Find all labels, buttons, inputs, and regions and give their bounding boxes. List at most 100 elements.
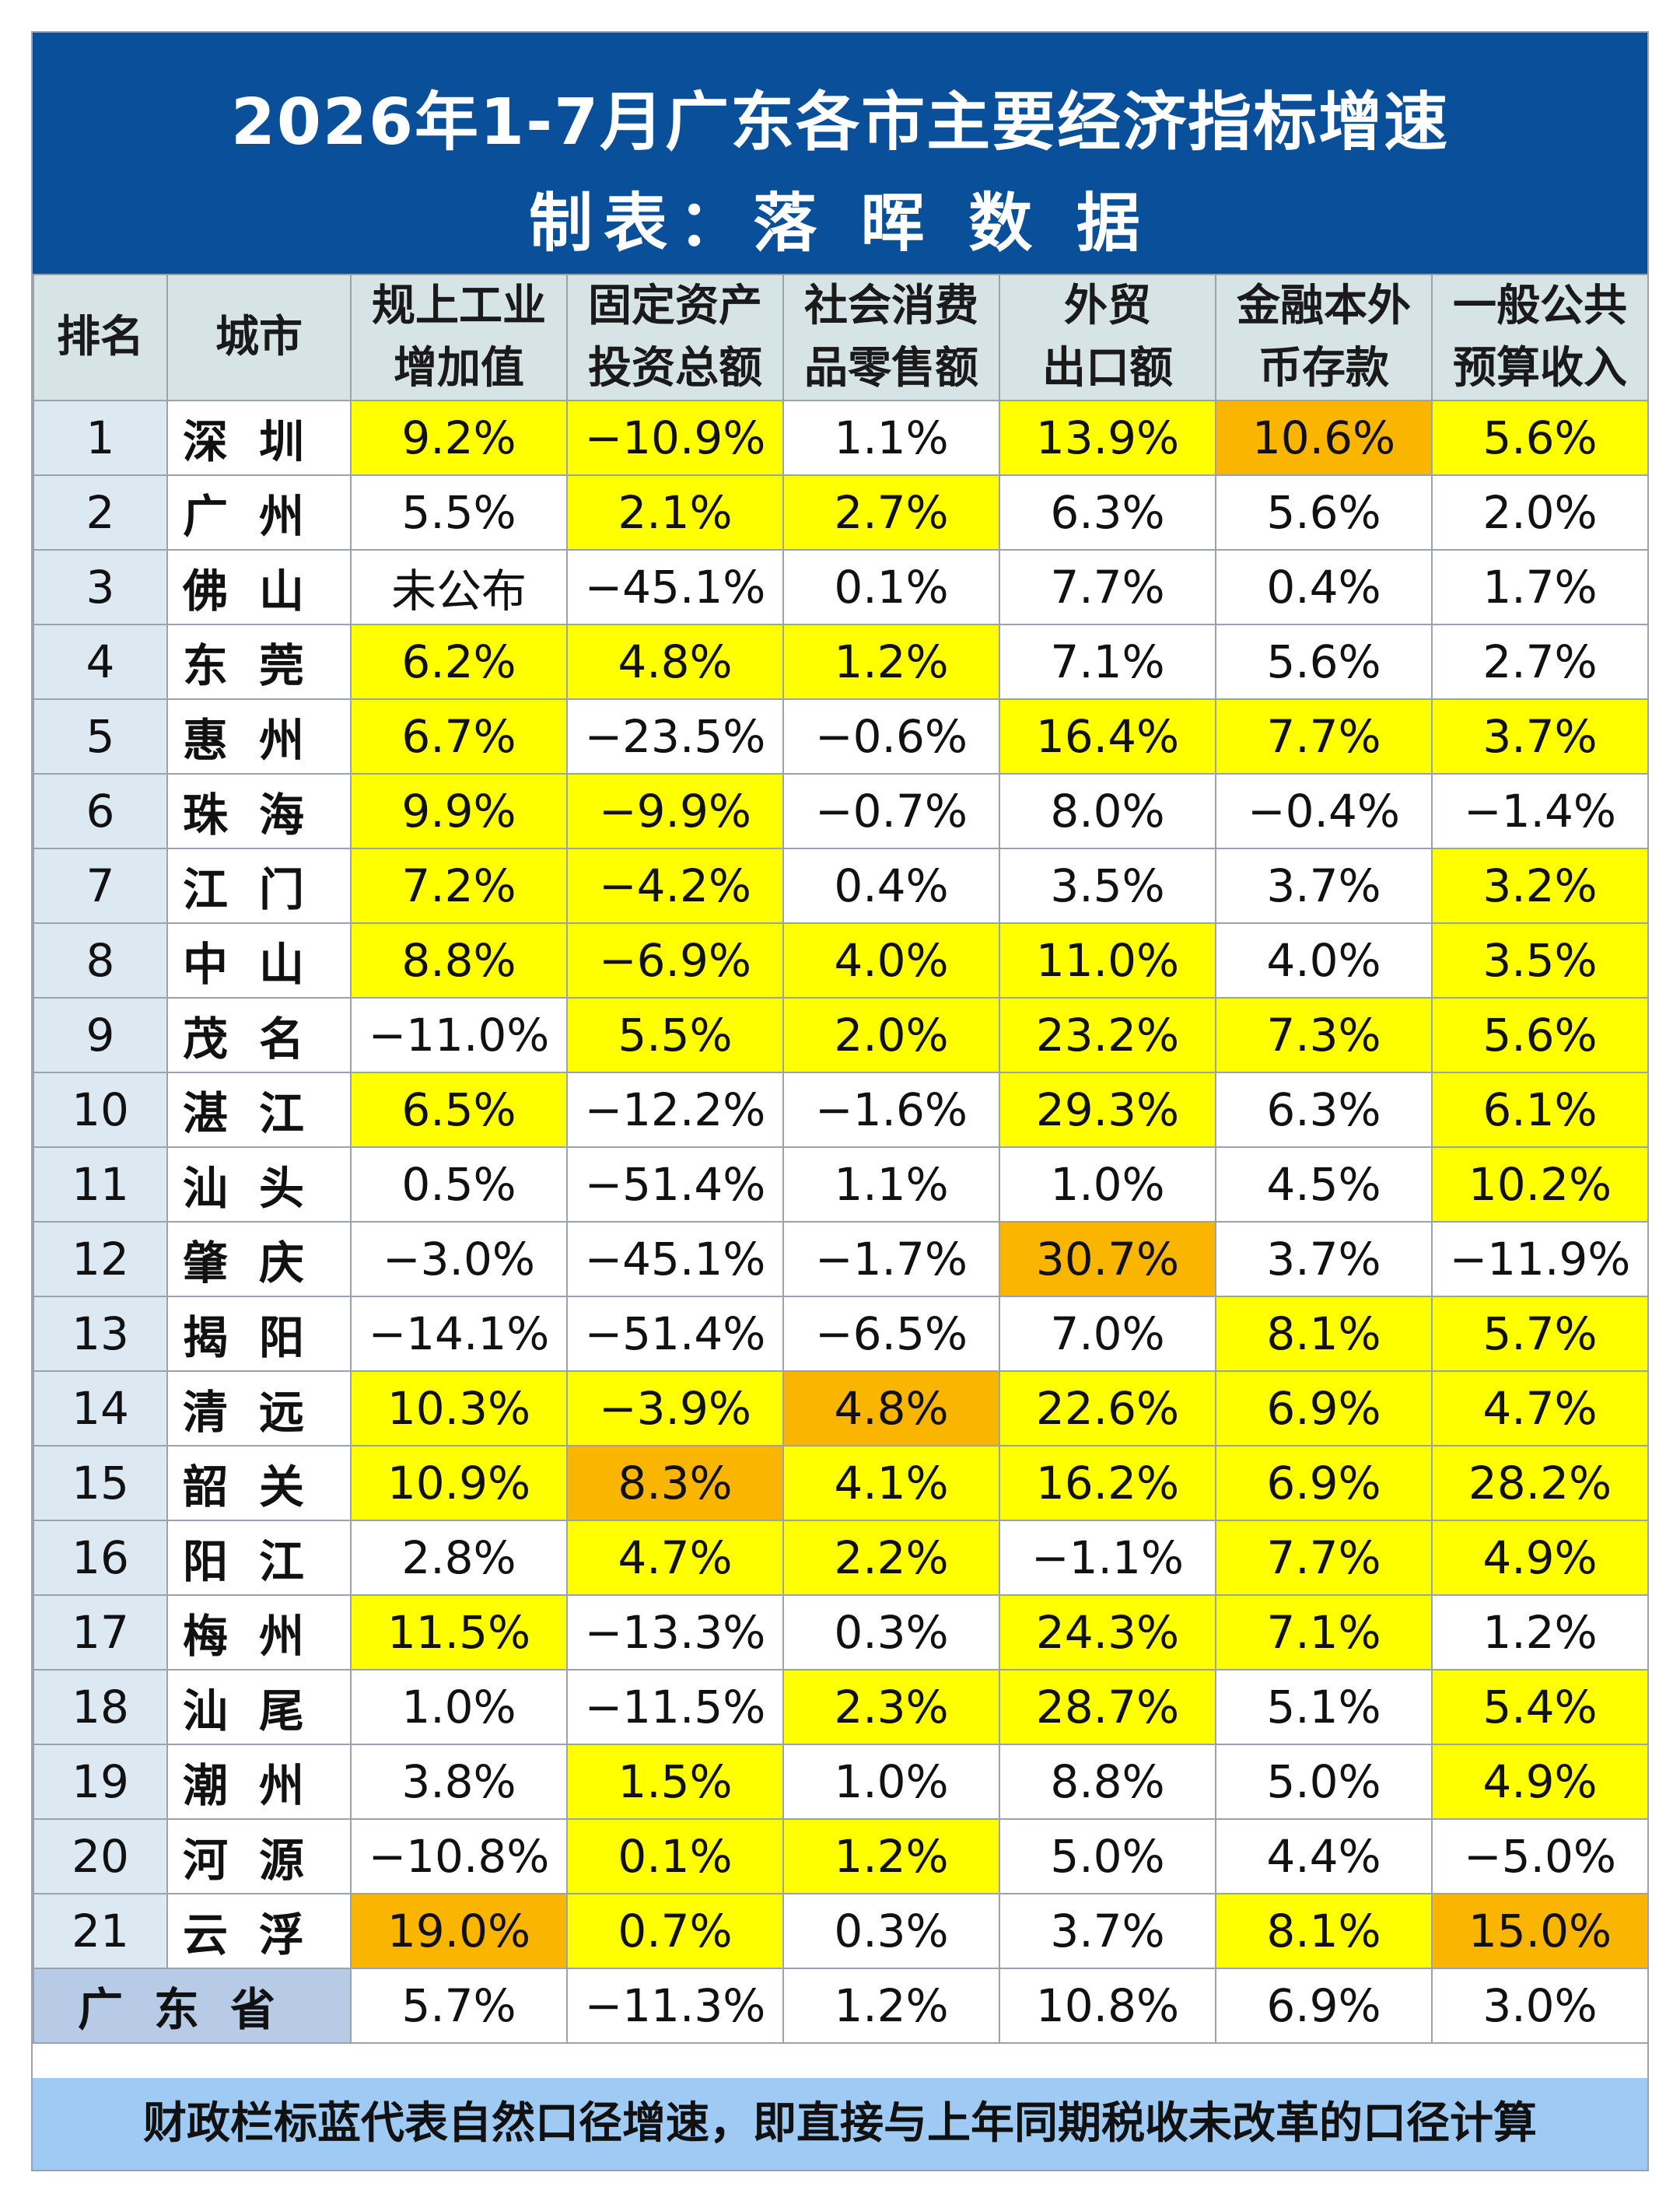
value-cell: 7.7%: [1215, 698, 1433, 775]
column-header: 城市: [166, 274, 352, 401]
table-row: 14 清远 10.3% −3.9% 4.8% 22.6% 6.9% 4.7%: [33, 1370, 1649, 1447]
value-cell: 10.6%: [1215, 400, 1433, 476]
value-cell: −1.1%: [999, 1520, 1216, 1596]
value-cell: 7.7%: [1215, 1520, 1433, 1596]
city-cell: 梅州: [166, 1594, 352, 1670]
column-header-text: 增加值: [394, 343, 524, 394]
rank-cell: 7: [33, 848, 168, 924]
value-cell: 22.6%: [999, 1370, 1216, 1447]
value-cell: 5.4%: [1431, 1669, 1649, 1745]
value-cell: 0.1%: [566, 1818, 784, 1894]
value-cell: 10.3%: [350, 1370, 568, 1447]
value-cell: 1.2%: [1431, 1594, 1649, 1670]
value-cell: 3.0%: [1431, 1968, 1649, 2044]
rank-cell: 3: [33, 549, 168, 625]
value-cell: 4.5%: [1215, 1146, 1433, 1223]
title-banner: 2026年1-7月广东各市主要经济指标增速 制表：落 晖 数 据: [33, 33, 1647, 274]
value-cell: −3.9%: [566, 1370, 784, 1447]
value-cell: 6.9%: [1215, 1968, 1433, 2044]
city-cell: 汕头: [166, 1146, 352, 1223]
city-cell: 清远: [166, 1370, 352, 1447]
column-header: 固定资产 投资总额: [566, 274, 784, 401]
column-header-text: 外贸: [1064, 281, 1151, 331]
table-row: 12 肇庆 −3.0% −45.1% −1.7% 30.7% 3.7% −11.9%: [33, 1221, 1649, 1297]
value-cell: 10.9%: [350, 1445, 568, 1521]
value-cell: 13.9%: [999, 400, 1216, 476]
table-frame: 2026年1-7月广东各市主要经济指标增速 制表：落 晖 数 据 排名 城市 规上工…: [31, 31, 1649, 2171]
value-cell: −11.0%: [350, 997, 568, 1073]
column-header: 金融本外 币存款: [1215, 274, 1433, 401]
table-row: 13 揭阳 −14.1% −51.4% −6.5% 7.0% 8.1% 5.7%: [33, 1296, 1649, 1372]
value-cell: 19.0%: [350, 1893, 568, 1969]
value-cell: −6.9%: [566, 922, 784, 999]
city-cell: 河源: [166, 1818, 352, 1894]
value-cell: 4.0%: [782, 922, 1000, 999]
value-cell: 0.4%: [782, 848, 1000, 924]
city-cell: 东莞: [166, 624, 352, 700]
table-row: 3 佛山 未公布 −45.1% 0.1% 7.7% 0.4% 1.7%: [33, 549, 1649, 625]
rank-cell: 8: [33, 922, 168, 999]
rank-cell: 1: [33, 400, 168, 476]
value-cell: 6.2%: [350, 624, 568, 700]
value-cell: 1.0%: [782, 1744, 1000, 1820]
table-row: 15 韶关 10.9% 8.3% 4.1% 16.2% 6.9% 28.2%: [33, 1445, 1649, 1521]
table-row: 7 江门 7.2% −4.2% 0.4% 3.5% 3.7% 3.2%: [33, 848, 1649, 924]
value-cell: 0.3%: [782, 1594, 1000, 1670]
value-cell: −0.7%: [782, 773, 1000, 849]
value-cell: 6.9%: [1215, 1445, 1433, 1521]
value-cell: −45.1%: [566, 549, 784, 625]
value-cell: 3.5%: [999, 848, 1216, 924]
value-cell: −23.5%: [566, 698, 784, 775]
city-cell: 揭阳: [166, 1296, 352, 1372]
value-cell: 24.3%: [999, 1594, 1216, 1670]
city-cell: 珠海: [166, 773, 352, 849]
rank-cell: 18: [33, 1669, 168, 1745]
rank-cell: 9: [33, 997, 168, 1073]
rank-cell: 20: [33, 1818, 168, 1894]
value-cell: 8.0%: [999, 773, 1216, 849]
value-cell: 4.9%: [1431, 1744, 1649, 1820]
value-cell: 1.1%: [782, 1146, 1000, 1223]
rank-cell: 16: [33, 1520, 168, 1596]
city-cell: 韶关: [166, 1445, 352, 1521]
value-cell: −9.9%: [566, 773, 784, 849]
value-cell: 6.5%: [350, 1072, 568, 1148]
value-cell: 7.3%: [1215, 997, 1433, 1073]
rank-cell: 6: [33, 773, 168, 849]
city-cell: 深圳: [166, 400, 352, 476]
value-cell: 4.9%: [1431, 1520, 1649, 1596]
value-cell: 15.0%: [1431, 1893, 1649, 1969]
value-cell: 2.7%: [782, 474, 1000, 551]
rank-cell: 11: [33, 1146, 168, 1223]
table-row: 4 东莞 6.2% 4.8% 1.2% 7.1% 5.6% 2.7%: [33, 624, 1649, 700]
column-header-text: 出口额: [1042, 343, 1173, 394]
value-cell: 3.2%: [1431, 848, 1649, 924]
value-cell: −51.4%: [566, 1146, 784, 1223]
value-cell: −14.1%: [350, 1296, 568, 1372]
value-cell: 7.1%: [1215, 1594, 1433, 1670]
city-cell: 中山: [166, 922, 352, 999]
table-row: 20 河源 −10.8% 0.1% 1.2% 5.0% 4.4% −5.0%: [33, 1818, 1649, 1894]
column-header-text: 币存款: [1258, 343, 1389, 394]
table-row: 2 广州 5.5% 2.1% 2.7% 6.3% 5.6% 2.0%: [33, 474, 1649, 551]
value-cell: 0.5%: [350, 1146, 568, 1223]
value-cell: −0.4%: [1215, 773, 1433, 849]
value-cell: 6.1%: [1431, 1072, 1649, 1148]
value-cell: −0.6%: [782, 698, 1000, 775]
value-cell: 7.1%: [999, 624, 1216, 700]
city-cell: 云浮: [166, 1893, 352, 1969]
value-cell: 5.6%: [1215, 624, 1433, 700]
value-cell: −5.0%: [1431, 1818, 1649, 1894]
rank-cell: 21: [33, 1893, 168, 1969]
value-cell: 28.2%: [1431, 1445, 1649, 1521]
value-cell: 5.5%: [350, 474, 568, 551]
rank-cell: 13: [33, 1296, 168, 1372]
value-cell: 10.2%: [1431, 1146, 1649, 1223]
column-header: 一般公共 预算收入: [1431, 274, 1649, 401]
value-cell: 6.9%: [1215, 1370, 1433, 1447]
value-cell: 2.8%: [350, 1520, 568, 1596]
value-cell: 11.5%: [350, 1594, 568, 1670]
city-cell: 潮州: [166, 1744, 352, 1820]
value-cell: 5.1%: [1215, 1669, 1433, 1745]
value-cell: 6.7%: [350, 698, 568, 775]
